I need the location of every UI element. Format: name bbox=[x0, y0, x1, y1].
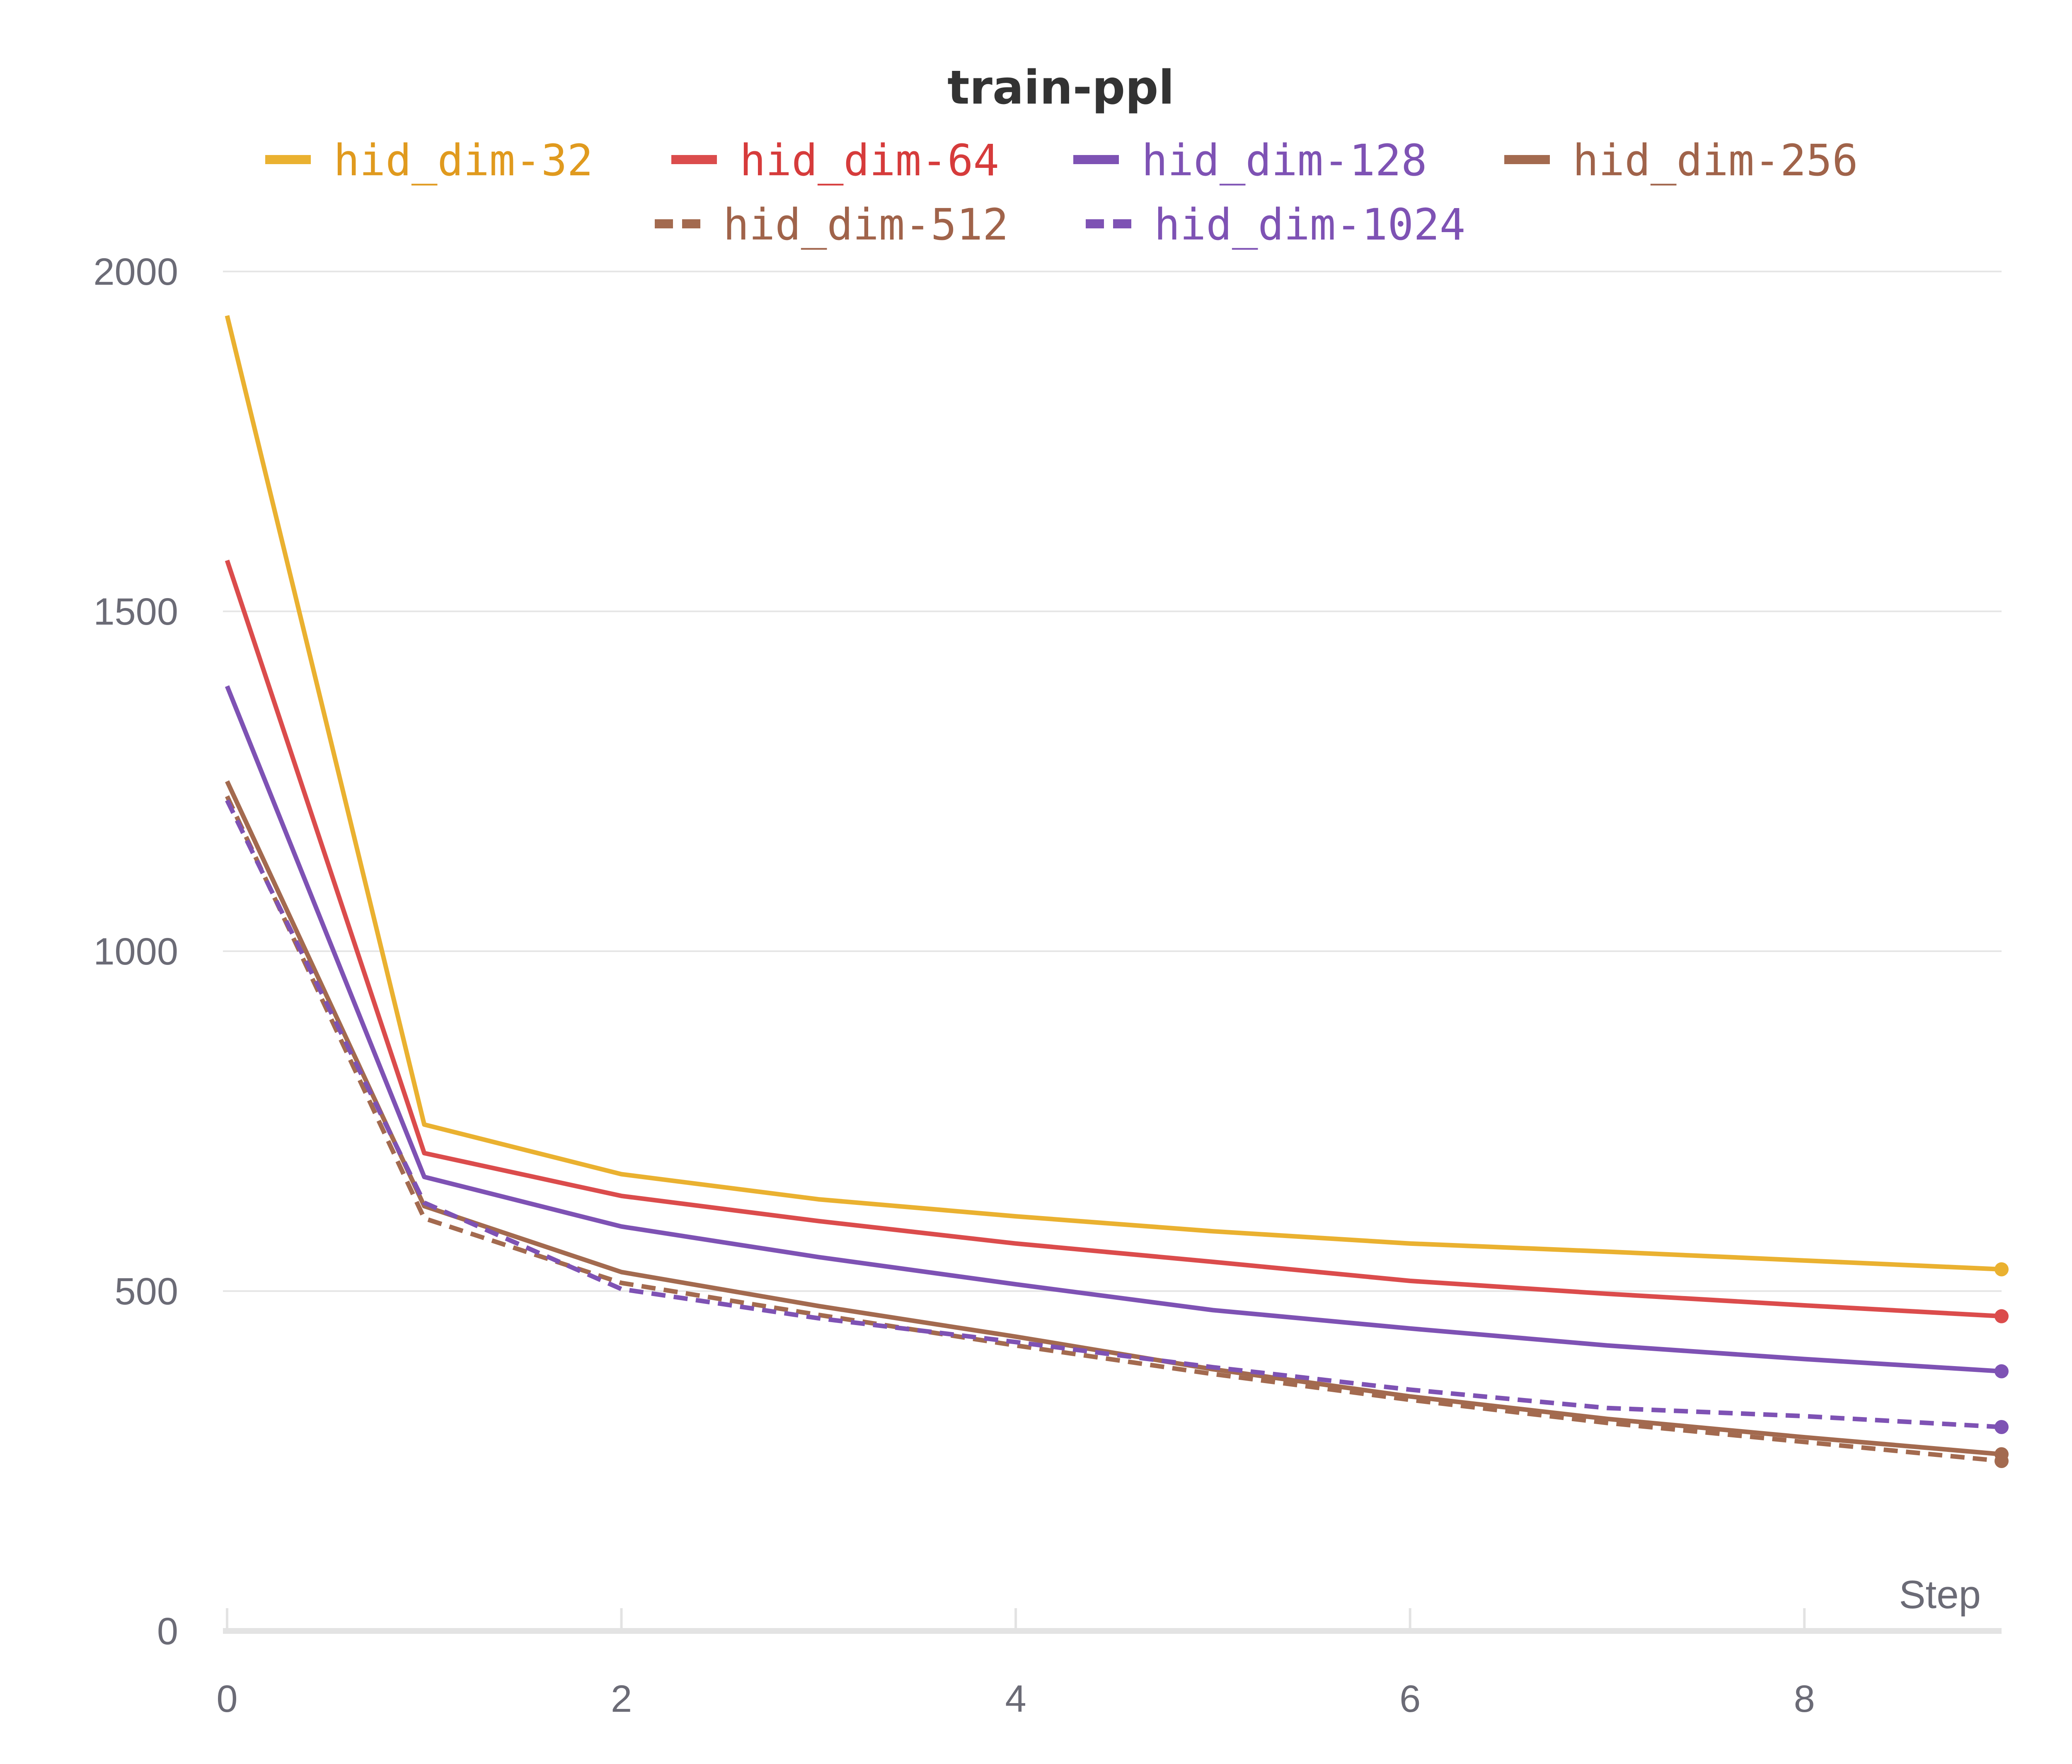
x-axis-label: Step bbox=[1899, 1573, 1981, 1617]
y-tick-label: 500 bbox=[115, 1270, 179, 1313]
x-axis: 0 2 4 6 8 bbox=[216, 1608, 2002, 1720]
series-endpoint-hid_dim-512 bbox=[1995, 1454, 2009, 1468]
series-line-hid_dim-128 bbox=[225, 685, 2002, 1374]
x-tick-label: 0 bbox=[216, 1678, 237, 1720]
legend-label: hid_dim-512 bbox=[723, 199, 1009, 250]
series-endpoint-hid_dim-32 bbox=[1995, 1262, 2009, 1277]
series-endpoint-hid_dim-1024 bbox=[1995, 1420, 2009, 1434]
legend-item-hid_dim-32[interactable]: hid_dim-32 bbox=[265, 135, 593, 186]
y-tick-label: 1500 bbox=[93, 591, 178, 633]
y-tick-label: 1000 bbox=[93, 930, 178, 973]
legend-item-hid_dim-1024[interactable]: hid_dim-1024 bbox=[1086, 199, 1465, 250]
y-tick-label: 0 bbox=[157, 1610, 178, 1653]
series-endpoint-hid_dim-128 bbox=[1995, 1364, 2009, 1379]
series-layer bbox=[225, 315, 2009, 1468]
x-tick-label: 6 bbox=[1399, 1678, 1421, 1720]
x-tick-label: 4 bbox=[1005, 1678, 1026, 1720]
legend-item-hid_dim-512[interactable]: hid_dim-512 bbox=[655, 199, 1009, 250]
legend-label: hid_dim-1024 bbox=[1154, 199, 1465, 250]
series-line-hid_dim-1024 bbox=[225, 799, 2002, 1430]
x-tick-label: 2 bbox=[611, 1678, 632, 1720]
y-axis: 0 500 1000 1500 2000 bbox=[93, 251, 178, 1653]
gridlines bbox=[223, 271, 2002, 1292]
legend-label: hid_dim-64 bbox=[740, 135, 999, 186]
legend: hid_dim-32 hid_dim-64 hid_dim-128 hid_dim-2… bbox=[265, 135, 1858, 250]
legend-label: hid_dim-32 bbox=[334, 135, 593, 186]
chart-title: train-ppl bbox=[947, 61, 1174, 115]
series-line-hid_dim-64 bbox=[225, 560, 2002, 1319]
series-line-hid_dim-32 bbox=[225, 315, 2002, 1272]
series-line-hid_dim-512 bbox=[225, 795, 2002, 1464]
y-tick-label: 2000 bbox=[93, 251, 178, 293]
legend-label: hid_dim-256 bbox=[1573, 135, 1858, 186]
legend-item-hid_dim-256[interactable]: hid_dim-256 bbox=[1504, 135, 1858, 186]
series-endpoint-hid_dim-64 bbox=[1995, 1309, 2009, 1323]
series-line-hid_dim-256 bbox=[225, 780, 2002, 1457]
legend-label: hid_dim-128 bbox=[1142, 135, 1427, 186]
x-tick-label: 8 bbox=[1794, 1678, 1815, 1720]
legend-item-hid_dim-64[interactable]: hid_dim-64 bbox=[671, 135, 999, 186]
legend-item-hid_dim-128[interactable]: hid_dim-128 bbox=[1073, 135, 1427, 186]
